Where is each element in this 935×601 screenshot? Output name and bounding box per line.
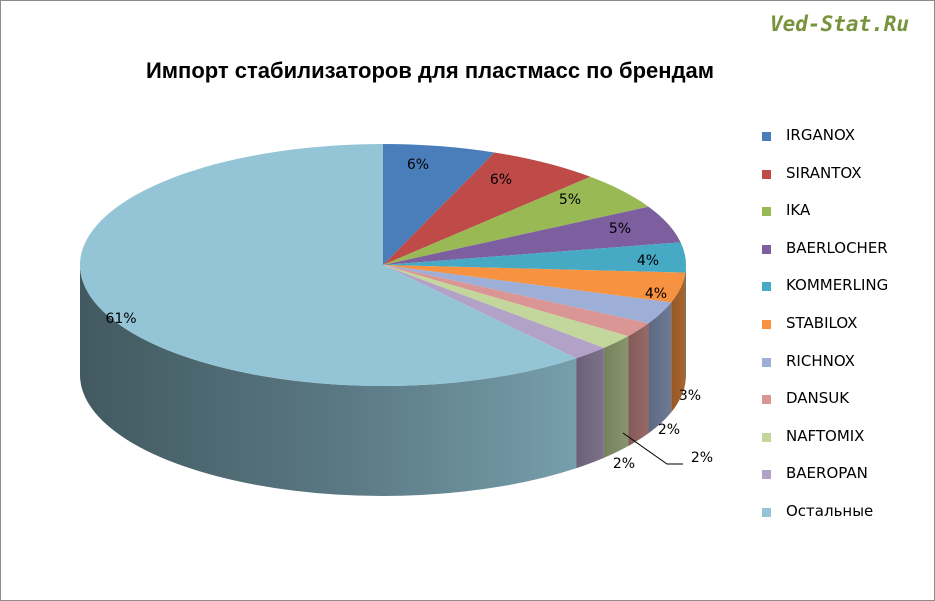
data-label-richnox: 3%: [679, 388, 701, 404]
legend-swatch: [762, 470, 771, 480]
legend-label: NAFTOMIX: [786, 426, 865, 445]
legend-swatch: [762, 207, 771, 217]
legend-label: IKA: [786, 201, 811, 220]
legend-swatch: [762, 508, 771, 517]
pie-slice-kommerling: [383, 242, 687, 273]
legend-label: SIRANTOX: [786, 163, 862, 182]
pie-slice-stabilox: [383, 265, 686, 303]
legend-label: RICHNOX: [786, 351, 855, 370]
data-label-irganox: 6%: [407, 157, 429, 173]
legend-swatch: [762, 320, 771, 329]
pie-side-kommerling: [685, 265, 686, 383]
pie-slice-ika: [383, 176, 649, 265]
legend-swatch: [762, 282, 771, 292]
legend-label: BAEROPAN: [786, 464, 868, 483]
legend-label: DANSUK: [786, 389, 850, 408]
pie-slice-sirantox: [383, 152, 591, 265]
pie-side-dansuk: [628, 323, 649, 447]
pie-side-stabilox: [671, 272, 686, 413]
pie-slice-dansuk: [383, 265, 649, 337]
legend-label: STABILOX: [786, 314, 858, 332]
data-label-kommerling: 4%: [637, 253, 659, 269]
legend-label: Остальные: [786, 502, 874, 520]
chart-title: Импорт стабилизаторов для пластмасс по б…: [145, 58, 715, 83]
data-label-ika: 5%: [559, 192, 581, 208]
data-label-baerlocher: 5%: [609, 221, 631, 237]
pie-slice-richnox: [383, 265, 672, 324]
data-label-baeropan: 2%: [613, 456, 635, 472]
data-label-dansuk: 2%: [658, 422, 680, 438]
pie-slice-naftomix: [383, 265, 629, 348]
data-label-остальные: 61%: [105, 311, 136, 327]
legend-swatch: [762, 432, 771, 442]
legend-label: IRGANOX: [786, 126, 856, 144]
pie-slice-baeropan: [383, 265, 604, 359]
legend-label: KOMMERLING: [786, 276, 889, 295]
data-label-naftomix: 2%: [691, 450, 713, 466]
site-watermark: Ved-Stat.Ru: [770, 12, 910, 36]
legend-swatch: [762, 244, 771, 254]
data-label-stabilox: 4%: [645, 286, 667, 302]
data-label-sirantox: 6%: [490, 172, 512, 188]
pie-slice-остальные: [79, 144, 577, 386]
pie-side-baeropan: [576, 347, 604, 469]
legend-swatch: [762, 169, 771, 179]
pie-side-naftomix: [603, 336, 629, 458]
legend-swatch: [762, 395, 771, 405]
pie-slice-baerlocher: [383, 206, 681, 265]
pie-side-остальные: [80, 265, 577, 496]
pie-side-richnox: [648, 302, 672, 434]
legend-label: BAERLOCHER: [786, 238, 888, 257]
pie-slice-irganox: [383, 144, 495, 265]
legend-swatch: [762, 357, 771, 367]
legend-swatch: [762, 132, 771, 141]
leader-line: [622, 432, 683, 465]
